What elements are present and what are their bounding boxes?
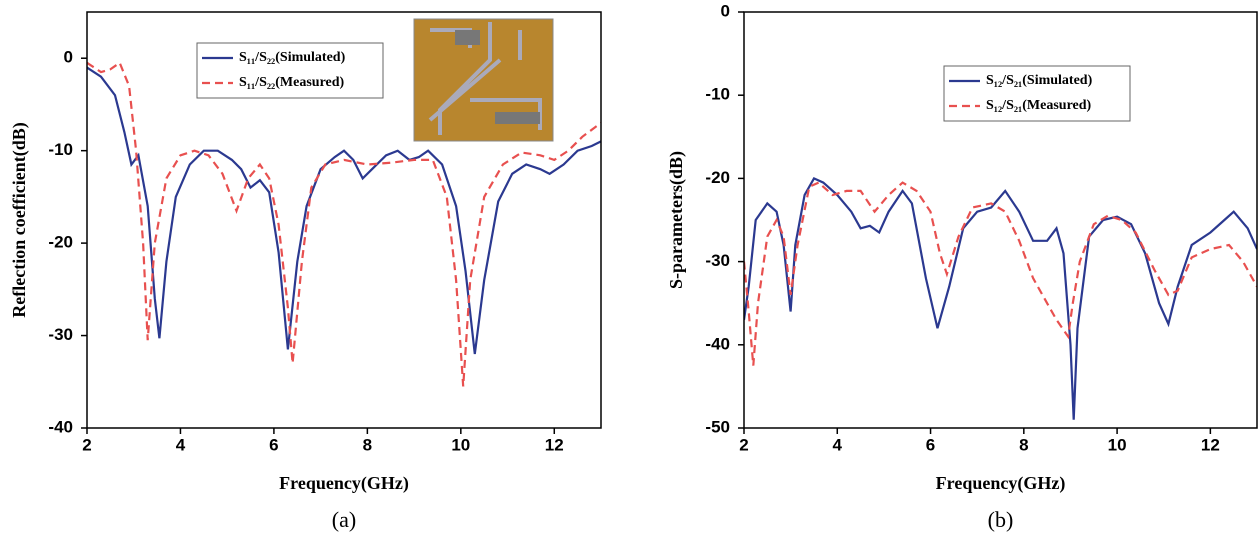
legend-label: S₁₂/S₂₁(Simulated): [986, 73, 1093, 88]
x-tick-label: 4: [176, 435, 186, 454]
y-tick-label: 0: [721, 1, 730, 20]
x-tick-label: 2: [739, 435, 748, 454]
y-tick-label: 0: [64, 48, 73, 67]
series-line: [744, 183, 1257, 366]
y-tick-label: -10: [705, 85, 730, 104]
legend-label: S₁₂/S₂₁(Measured): [986, 98, 1092, 113]
x-tick-label: 8: [1019, 435, 1028, 454]
y-tick-label: -10: [48, 140, 73, 159]
x-tick-label: 6: [269, 435, 278, 454]
x-tick-label: 12: [545, 435, 564, 454]
x-tick-label: 8: [363, 435, 372, 454]
y-tick-label: -30: [48, 325, 73, 344]
y-tick-label: -20: [48, 233, 73, 252]
x-tick-label: 12: [1201, 435, 1220, 454]
y-tick-label: -20: [705, 168, 730, 187]
legend-label: S₁₁/S₂₂(Measured): [239, 75, 345, 90]
y-tick-label: -30: [705, 251, 730, 270]
figure: 0 -10 -20 -30 -40 2 4 6 8 10 12 S₁₁/S₂₂(Simulated) S…: [0, 0, 1258, 538]
x-tick-label: 6: [926, 435, 935, 454]
x-tick-label: 10: [451, 435, 470, 454]
inset-photo: [414, 19, 553, 141]
y-tick-label: -40: [48, 417, 73, 436]
caption: (a): [332, 507, 356, 532]
x-axis-label: Frequency(GHz): [936, 473, 1066, 494]
x-tick-label: 4: [833, 435, 843, 454]
y-axis-label: Reflection coefficient(dB): [9, 122, 30, 317]
x-tick-label: 10: [1108, 435, 1127, 454]
series-line: [744, 178, 1257, 419]
caption: (b): [988, 507, 1014, 532]
y-axis-label: S-parameters(dB): [666, 151, 687, 289]
x-axis-label: Frequency(GHz): [279, 473, 409, 494]
y-tick-label: -50: [705, 417, 730, 436]
legend-label: S₁₁/S₂₂(Simulated): [239, 50, 346, 65]
y-tick-label: -40: [705, 334, 730, 353]
x-tick-label: 2: [82, 435, 91, 454]
